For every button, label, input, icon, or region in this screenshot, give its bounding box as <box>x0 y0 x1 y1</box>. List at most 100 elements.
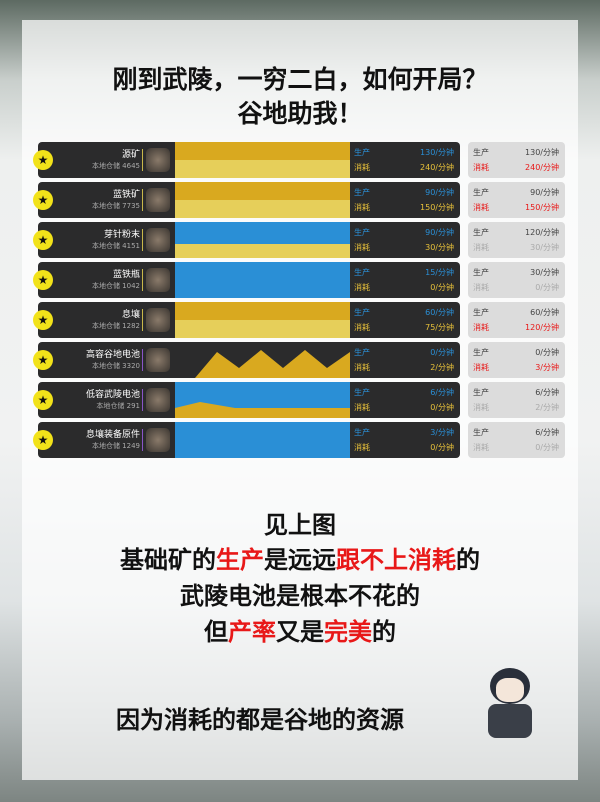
alt-consume-label: 消耗 <box>473 363 489 372</box>
star-icon[interactable]: ★ <box>33 190 53 210</box>
text-line-2: 基础矿的生产是远远跟不上消耗的 <box>0 540 600 575</box>
star-icon[interactable]: ★ <box>33 430 53 450</box>
resource-name: 低容武陵电池 <box>85 390 140 400</box>
divider <box>142 189 143 211</box>
title-line-1: 刚到武陵，一穷二白，如何开局？ <box>112 65 488 94</box>
text-line-4: 但产率又是完美的 <box>0 612 600 647</box>
resource-row[interactable]: 息壤 本地仓储 1282 生产 消耗 60/分钟 75/分钟 <box>38 302 460 338</box>
text-line-3: 武陵电池是根本不花的 <box>180 582 420 610</box>
resource-row[interactable]: 低容武陵电池 本地仓储 291 生产 消耗 6/分钟 0/分钟 <box>38 382 460 418</box>
alt-consume-label: 消耗 <box>473 403 489 412</box>
alt-produce-label: 生产 <box>473 388 489 397</box>
alt-consume-rate: 240/分钟 <box>525 163 559 172</box>
resource-row[interactable]: 息壤装备原件 本地仓储 1249 生产 消耗 3/分钟 0/分钟 <box>38 422 460 458</box>
alt-produce-label: 生产 <box>473 308 489 317</box>
highlight-rate: 产率 <box>228 618 276 646</box>
alt-rate-panel: 生产 消耗 90/分钟 150/分钟 <box>468 182 565 218</box>
divider <box>142 389 143 411</box>
rate-chart <box>175 302 350 338</box>
title-line-2: 谷地助我！ <box>237 99 363 128</box>
consume-label: 消耗 <box>354 403 370 412</box>
t: 基础矿的 <box>120 546 216 574</box>
alt-produce-label: 生产 <box>473 348 489 357</box>
consume-label: 消耗 <box>354 243 370 252</box>
consume-label: 消耗 <box>354 283 370 292</box>
resource-icon <box>146 268 170 292</box>
divider <box>142 269 143 291</box>
resource-row[interactable]: 蓝铁瓶 本地仓储 1042 生产 消耗 15/分钟 0/分钟 <box>38 262 460 298</box>
alt-produce-label: 生产 <box>473 148 489 157</box>
alt-rate-panel: 生产 消耗 0/分钟 3/分钟 <box>468 342 565 378</box>
resource-name: 息壤装备原件 <box>85 430 140 440</box>
alt-produce-label: 生产 <box>473 268 489 277</box>
produce-label: 生产 <box>354 268 370 277</box>
alt-produce-rate: 0/分钟 <box>535 348 559 357</box>
t: 又是 <box>276 618 324 646</box>
resource-icon <box>146 228 170 252</box>
consume-label: 消耗 <box>354 163 370 172</box>
t: 的 <box>456 546 480 574</box>
alt-consume-rate: 150/分钟 <box>525 203 559 212</box>
alt-produce-rate: 60/分钟 <box>530 308 559 317</box>
resource-storage: 本地仓储 4151 <box>91 242 140 250</box>
alt-rate-panel: 生产 消耗 60/分钟 120/分钟 <box>468 302 565 338</box>
alt-consume-label: 消耗 <box>473 203 489 212</box>
alt-rate-panel: 生产 消耗 6/分钟 0/分钟 <box>468 422 565 458</box>
character-sticker <box>480 660 540 740</box>
star-icon[interactable]: ★ <box>33 350 53 370</box>
resource-storage: 本地仓储 4645 <box>91 162 140 170</box>
text-line-1: 见上图 <box>264 511 336 539</box>
produce-rate: 3/分钟 <box>430 428 454 437</box>
alt-consume-rate: 3/分钟 <box>535 363 559 372</box>
t: 是远远 <box>264 546 336 574</box>
produce-rate: 130/分钟 <box>420 148 454 157</box>
alt-consume-label: 消耗 <box>473 323 489 332</box>
consume-rate: 2/分钟 <box>430 363 454 372</box>
resource-name: 芽针粉末 <box>103 230 140 240</box>
resource-row[interactable]: 芽针粉末 本地仓储 4151 生产 消耗 90/分钟 30/分钟 <box>38 222 460 258</box>
rate-chart <box>175 222 350 258</box>
alt-consume-rate: 0/分钟 <box>535 283 559 292</box>
consume-label: 消耗 <box>354 203 370 212</box>
resource-row[interactable]: 蓝铁矿 本地仓储 7735 生产 消耗 90/分钟 150/分钟 <box>38 182 460 218</box>
consume-label: 消耗 <box>354 323 370 332</box>
alt-consume-label: 消耗 <box>473 163 489 172</box>
produce-rate: 6/分钟 <box>430 388 454 397</box>
alt-produce-label: 生产 <box>473 428 489 437</box>
rate-chart <box>175 262 350 298</box>
divider <box>142 349 143 371</box>
rate-chart <box>175 382 350 418</box>
produce-rate: 0/分钟 <box>430 348 454 357</box>
produce-label: 生产 <box>354 428 370 437</box>
resource-name: 源矿 <box>121 150 140 160</box>
alt-produce-rate: 6/分钟 <box>535 388 559 397</box>
star-icon[interactable]: ★ <box>33 270 53 290</box>
alt-consume-rate: 30/分钟 <box>530 243 559 252</box>
star-icon[interactable]: ★ <box>33 150 53 170</box>
divider <box>142 429 143 451</box>
rate-chart <box>175 182 350 218</box>
produce-rate: 90/分钟 <box>425 188 454 197</box>
resource-icon <box>146 148 170 172</box>
consume-rate: 0/分钟 <box>430 283 454 292</box>
t: 但 <box>204 618 228 646</box>
resource-storage: 本地仓储 1042 <box>91 282 140 290</box>
alt-produce-label: 生产 <box>473 228 489 237</box>
star-icon[interactable]: ★ <box>33 310 53 330</box>
alt-consume-rate: 2/分钟 <box>535 403 559 412</box>
produce-label: 生产 <box>354 188 370 197</box>
resource-row[interactable]: 高容谷地电池 本地仓储 3320 生产 消耗 0/分钟 2/分钟 <box>38 342 460 378</box>
highlight-consume: 跟不上消耗 <box>336 546 456 574</box>
resource-name: 息壤 <box>121 310 140 320</box>
star-icon[interactable]: ★ <box>33 230 53 250</box>
alt-produce-rate: 120/分钟 <box>525 228 559 237</box>
alt-produce-rate: 90/分钟 <box>530 188 559 197</box>
rate-chart <box>195 350 350 378</box>
divider <box>142 149 143 171</box>
alt-produce-rate: 30/分钟 <box>530 268 559 277</box>
alt-produce-rate: 6/分钟 <box>535 428 559 437</box>
star-icon[interactable]: ★ <box>33 390 53 410</box>
consume-rate: 30/分钟 <box>425 243 454 252</box>
resource-row[interactable]: 源矿 本地仓储 4645 生产 消耗 130/分钟 240/分钟 <box>38 142 460 178</box>
consume-label: 消耗 <box>354 363 370 372</box>
